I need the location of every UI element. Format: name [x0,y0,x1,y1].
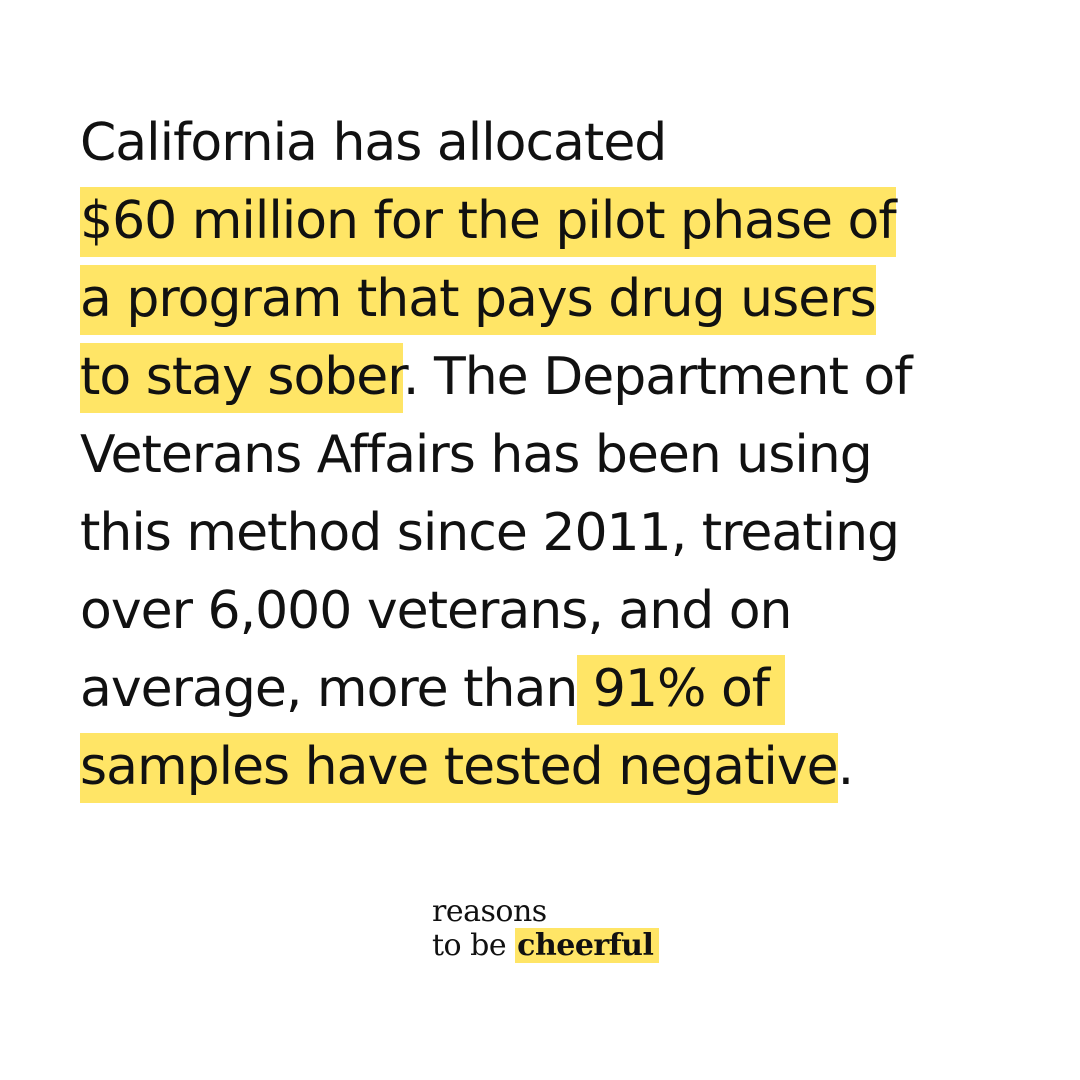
text-line-2: $60 million for the pilot phase of [80,182,1020,260]
logo-row: to be cheerful [432,928,712,964]
text-line-4: to stay sober. The Department of [80,338,1020,416]
text-segment: over 6,000 veterans, and on [80,581,793,641]
text-segment: . [837,737,855,797]
text-line-5: Veterans Affairs has been using [80,416,1020,494]
body-text: California has allocated $60 million for… [80,104,1020,806]
highlighted-text: 91% of [577,655,785,725]
logo-word-cheerful: cheerful [515,928,660,963]
text-segment: this method since 2011, treating [80,503,900,563]
logo-word-reasons: reasons [432,894,547,929]
text-line-7: over 6,000 veterans, and on [80,572,1020,650]
brand-logo: reasons to be cheerful [432,896,712,964]
text-segment: . The Department of [402,347,913,407]
text-segment: average, more than [80,659,578,719]
highlighted-text: samples have tested negative [80,733,839,803]
text-line-6: this method since 2011, treating [80,494,1020,572]
highlighted-text: a program that pays drug users [80,265,877,335]
text-line-3: a program that pays drug users [80,260,1020,338]
highlighted-text: to stay sober [80,343,404,413]
text-line-9: samples have tested negative. [80,728,1020,806]
highlighted-text: $60 million for the pilot phase of [80,187,897,257]
text-line-1: California has allocated [80,104,1020,182]
text-segment: Veterans Affairs has been using [80,425,873,485]
text-segment: California has allocated [80,113,667,173]
logo-word-to-be: to be [432,928,507,963]
text-line-8: average, more than 91% of [80,650,1020,728]
